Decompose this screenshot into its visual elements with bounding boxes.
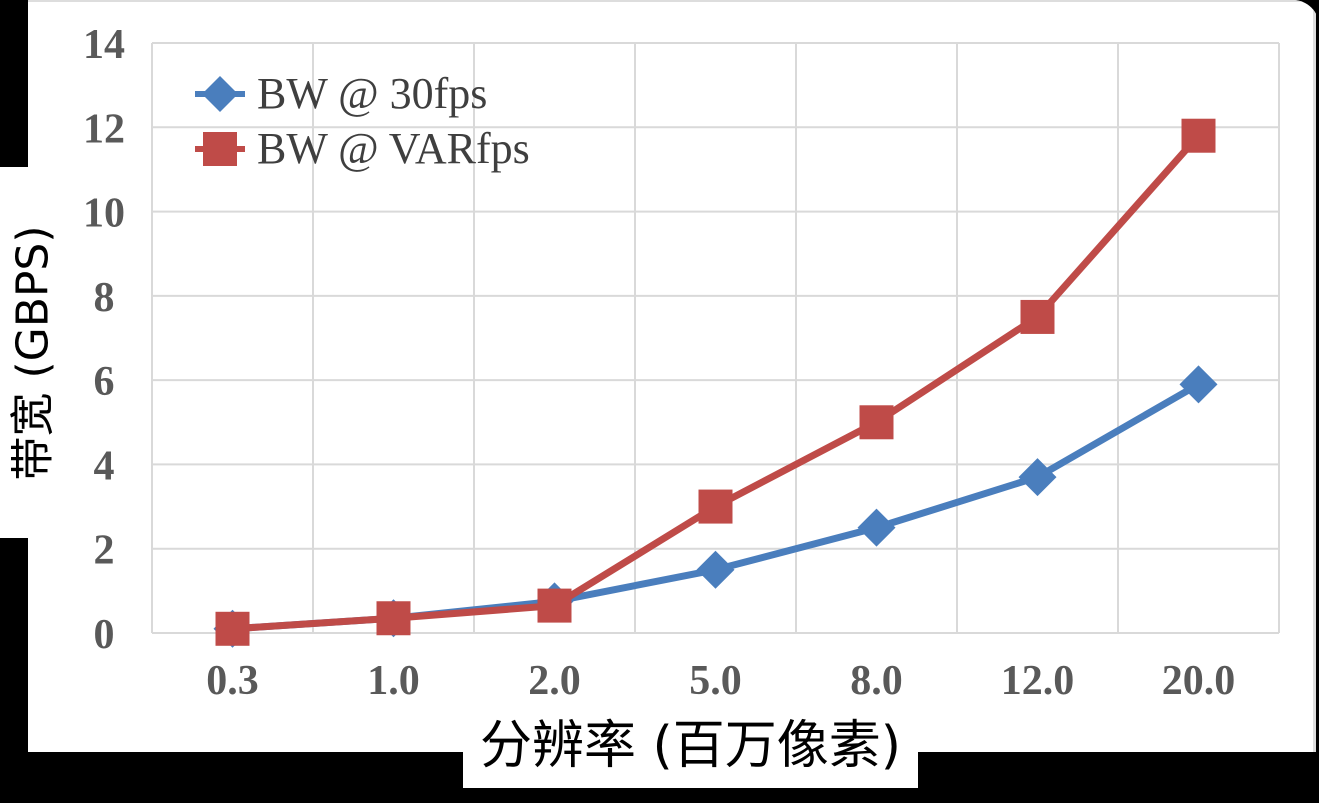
data-point-marker bbox=[859, 405, 894, 440]
x-tick-label: 12.0 bbox=[1001, 658, 1075, 704]
x-tick-label: 5.0 bbox=[689, 658, 742, 704]
square-marker-icon bbox=[195, 131, 245, 166]
data-point-marker bbox=[857, 508, 896, 547]
y-tick-label: 6 bbox=[94, 359, 115, 405]
data-point-marker bbox=[696, 550, 735, 589]
x-tick-label: 20.0 bbox=[1162, 658, 1236, 704]
x-axis-title-box: 分辨率 (百万像素) bbox=[463, 708, 918, 788]
chart-legend: BW @ 30fps BW @ VARfps bbox=[195, 66, 530, 176]
data-point-marker bbox=[537, 588, 572, 623]
y-tick-label: 10 bbox=[83, 191, 125, 237]
y-axis-title: 带宽 (GBPS) bbox=[8, 224, 59, 481]
legend-item-bw-varfps: BW @ VARfps bbox=[195, 121, 530, 176]
y-tick-label: 0 bbox=[94, 612, 115, 658]
data-point-marker bbox=[376, 601, 411, 636]
data-point-marker bbox=[1018, 458, 1057, 497]
y-axis-title-box: 带宽 (GBPS) bbox=[0, 167, 59, 538]
y-tick-label: 2 bbox=[94, 528, 115, 574]
legend-label-bw-30fps: BW @ 30fps bbox=[257, 69, 488, 118]
legend-label-bw-varfps: BW @ VARfps bbox=[257, 124, 530, 173]
data-point-marker bbox=[215, 611, 250, 646]
y-tick-label: 4 bbox=[94, 443, 115, 489]
data-point-marker bbox=[1179, 365, 1218, 404]
y-tick-label: 14 bbox=[83, 22, 125, 68]
y-tick-label: 12 bbox=[83, 106, 125, 152]
data-point-marker bbox=[698, 489, 733, 524]
x-tick-label: 8.0 bbox=[850, 658, 903, 704]
y-tick-label: 8 bbox=[94, 275, 115, 321]
x-tick-label: 1.0 bbox=[367, 658, 420, 704]
data-point-marker bbox=[1181, 118, 1216, 153]
x-tick-label: 0.3 bbox=[206, 658, 259, 704]
x-axis-title: 分辨率 (百万像素) bbox=[479, 716, 902, 776]
legend-item-bw-30fps: BW @ 30fps bbox=[195, 66, 530, 121]
x-tick-label: 2.0 bbox=[528, 658, 581, 704]
diamond-marker-icon bbox=[195, 75, 245, 112]
data-point-marker bbox=[1020, 299, 1055, 334]
